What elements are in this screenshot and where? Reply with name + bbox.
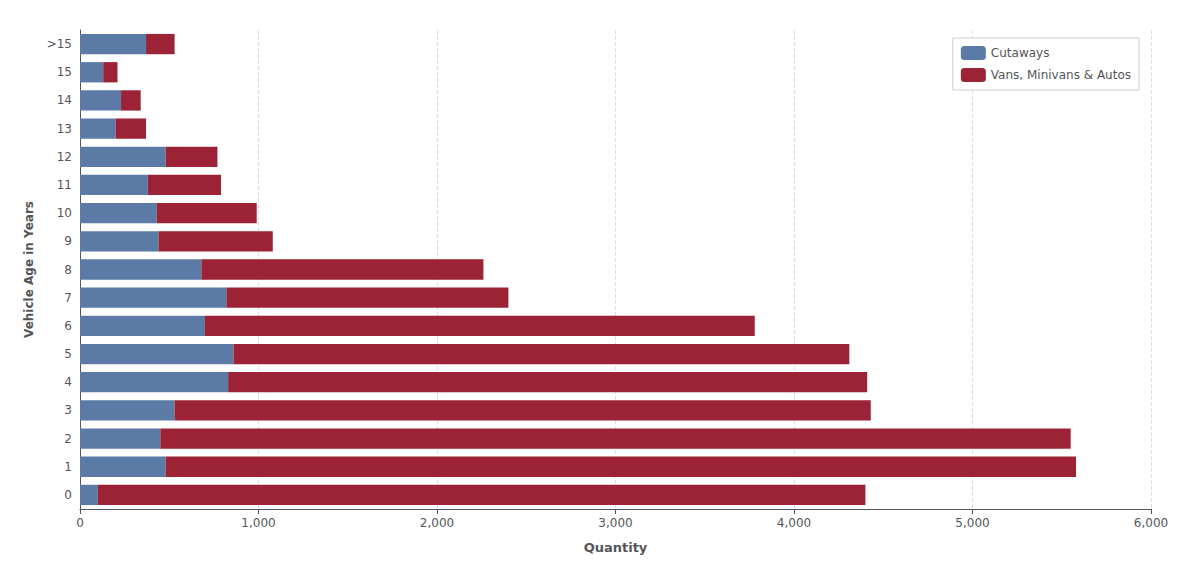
- svg-text:4: 4: [64, 375, 72, 389]
- svg-text:7: 7: [64, 291, 72, 305]
- svg-text:>15: >15: [47, 37, 72, 51]
- svg-text:Cutaways: Cutaways: [991, 46, 1050, 60]
- svg-text:9: 9: [64, 234, 72, 248]
- svg-text:5,000: 5,000: [955, 516, 989, 530]
- svg-text:2,000: 2,000: [420, 516, 454, 530]
- svg-text:0: 0: [76, 516, 84, 530]
- svg-text:2: 2: [64, 432, 72, 446]
- svg-text:8: 8: [64, 263, 72, 277]
- svg-text:10: 10: [57, 206, 72, 220]
- svg-text:1: 1: [64, 460, 72, 474]
- svg-text:13: 13: [57, 122, 72, 136]
- svg-text:Vans, Minivans & Autos: Vans, Minivans & Autos: [991, 68, 1131, 82]
- svg-text:5: 5: [64, 347, 72, 361]
- svg-text:0: 0: [64, 488, 72, 502]
- svg-text:15: 15: [57, 65, 72, 79]
- svg-text:12: 12: [57, 150, 72, 164]
- svg-text:6: 6: [64, 319, 72, 333]
- svg-text:3: 3: [64, 403, 72, 417]
- svg-text:3,000: 3,000: [598, 516, 632, 530]
- svg-text:14: 14: [57, 93, 72, 107]
- svg-text:Quantity: Quantity: [584, 540, 648, 555]
- svg-text:Vehicle Age in Years: Vehicle Age in Years: [22, 201, 36, 338]
- svg-text:4,000: 4,000: [777, 516, 811, 530]
- svg-text:1,000: 1,000: [241, 516, 275, 530]
- svg-text:6,000: 6,000: [1134, 516, 1168, 530]
- svg-text:11: 11: [57, 178, 72, 192]
